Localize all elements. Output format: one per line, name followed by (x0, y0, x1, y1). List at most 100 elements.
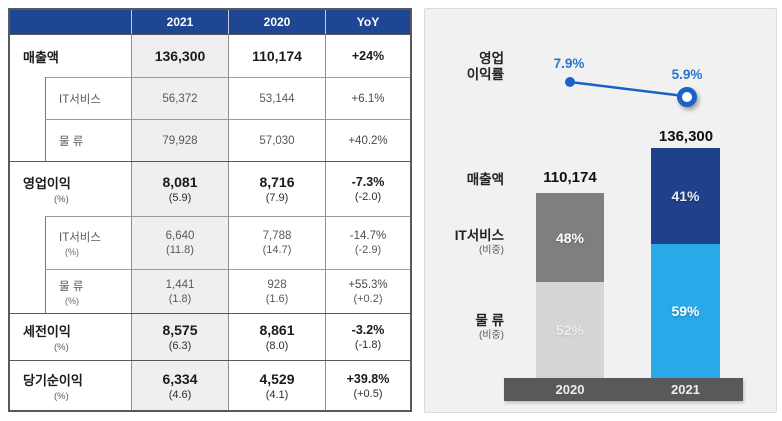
bar-2021: 41% 59% (651, 148, 720, 378)
margin-label-line1: 영업 (479, 51, 504, 66)
value-2021-pct: (6.3) (168, 340, 192, 352)
value-2021: 79,928 (162, 134, 198, 147)
bar-2020-it-segment: 48% (536, 193, 604, 282)
bar-2020: 48% 52% (536, 193, 604, 378)
indent-gutter (10, 269, 45, 313)
value-yoy-pct: (-2.0) (354, 191, 382, 203)
header-yoy-label: YoY (356, 15, 380, 29)
value-2021: 1,441 (165, 278, 195, 291)
indent-gutter (10, 216, 45, 269)
indent-gutter (10, 77, 45, 119)
value-yoy-pct: (+0.5) (353, 387, 383, 400)
value-yoy: +39.8% (346, 371, 390, 386)
header-col-yoy: YoY (325, 10, 410, 34)
indent-gutter (10, 119, 45, 161)
value-2021: 136,300 (154, 48, 206, 64)
value-2020: 8,861 (259, 322, 295, 338)
total-2021-label: 136,300 (658, 128, 714, 145)
margin-2021-marker-ring (677, 87, 697, 107)
row-label: 당기순이익 (23, 372, 83, 388)
header-2020-label: 2020 (263, 15, 291, 29)
margin-2020-marker-dot (565, 77, 575, 87)
header-2021-label: 2021 (166, 15, 194, 29)
row-label: 물 류 (59, 280, 84, 293)
value-2020: 53,144 (259, 92, 295, 105)
revenue-axis-label: 매출액 (425, 172, 504, 188)
table-row-net-profit: 당기순이익 (%) 6,334 (4.6) 4,529 (4.1) +39.8%… (10, 360, 410, 410)
value-2020: 110,174 (252, 48, 302, 64)
bar-2020-logistics-segment: 52% (536, 282, 604, 378)
logistics-sublabel: (비중) (478, 330, 504, 341)
logistics-label: 물 류 (475, 313, 504, 328)
value-2020-pct: (1.6) (265, 292, 289, 305)
x-axis-2021-label: 2021 (671, 382, 700, 397)
margin-axis-label: 영업 이익률 (425, 51, 504, 83)
value-yoy-pct: (-2.9) (354, 244, 382, 256)
value-yoy: +55.3% (348, 278, 388, 291)
row-label: 세전이익 (23, 324, 71, 339)
row-pct-label: (%) (54, 194, 69, 205)
it-service-sublabel: (비중) (478, 245, 504, 256)
margin-2020-value: 7.9% (553, 56, 585, 71)
value-2021: 6,334 (162, 370, 198, 387)
it-service-label: IT서비스 (454, 228, 504, 243)
header-col-2020: 2020 (228, 10, 325, 34)
value-2020-pct: (8.0) (265, 340, 289, 352)
table-header-row: 2021 2020 YoY (10, 10, 410, 35)
revenue-chart-panel: 영업 이익률 7.9% 5.9% 110,174 136,300 매출액 IT서… (424, 8, 777, 413)
value-yoy: +6.1% (351, 92, 385, 105)
value-2020: 928 (267, 278, 287, 291)
financial-results-table: 2021 2020 YoY 매출액 136,300 110,174 +24% I… (8, 8, 412, 412)
row-pct-label: (%) (65, 295, 79, 306)
header-col-2021: 2021 (131, 10, 228, 34)
value-2021: 8,575 (162, 322, 198, 338)
value-2020-pct: (4.1) (265, 388, 289, 401)
total-2020-label: 110,174 (543, 169, 597, 186)
value-2020-pct: (7.9) (265, 192, 289, 204)
row-label: 매출액 (23, 49, 59, 65)
value-yoy: -7.3% (351, 175, 385, 189)
value-2020-pct: (14.7) (262, 244, 292, 256)
bar-2020-it-pct: 48% (555, 229, 585, 246)
it-service-axis-label: IT서비스 (비중) (425, 228, 504, 257)
value-2020: 8,716 (259, 174, 295, 190)
table-row-operating-profit: 영업이익 (%) 8,081 (5.9) 8,716 (7.9) -7.3% (… (10, 161, 410, 216)
x-axis-2020-label: 2020 (555, 382, 585, 397)
value-yoy: +40.2% (348, 134, 388, 147)
row-label: IT서비스 (59, 93, 101, 106)
value-2021-pct: (5.9) (168, 192, 192, 204)
row-pct-label: (%) (65, 247, 79, 257)
value-yoy-pct: (+0.2) (353, 292, 383, 305)
table-row-revenue-logistics: 물 류 79,928 57,030 +40.2% (10, 119, 410, 161)
revenue-label: 매출액 (466, 172, 504, 187)
margin-label-line2: 이익률 (466, 67, 504, 82)
row-pct-label: (%) (54, 342, 69, 353)
x-axis-band (504, 378, 743, 401)
value-yoy: -3.2% (351, 323, 385, 337)
table-row-op-it: IT서비스 (%) 6,640 (11.8) 7,788 (14.7) -14.… (10, 216, 410, 269)
header-empty-cell (10, 10, 131, 34)
logistics-axis-label: 물 류 (비중) (425, 313, 504, 342)
row-pct-label: (%) (54, 390, 69, 402)
value-2021-pct: (1.8) (168, 292, 192, 305)
value-yoy: -14.7% (349, 230, 387, 242)
value-2021: 8,081 (162, 174, 198, 190)
table-row-pretax-profit: 세전이익 (%) 8,575 (6.3) 8,861 (8.0) -3.2% (… (10, 313, 410, 360)
margin-2021-value: 5.9% (671, 67, 703, 82)
bar-2021-it-segment: 41% (651, 148, 720, 244)
value-2020: 4,529 (259, 370, 295, 387)
value-yoy: +24% (351, 49, 385, 63)
value-2021-pct: (4.6) (168, 388, 192, 401)
table-row-revenue-it: IT서비스 56,372 53,144 +6.1% (10, 77, 410, 119)
value-2021: 6,640 (165, 230, 195, 242)
row-label: 영업이익 (23, 176, 71, 191)
value-2020: 7,788 (262, 230, 292, 242)
table-row-revenue: 매출액 136,300 110,174 +24% (10, 35, 410, 77)
value-2020: 57,030 (259, 134, 295, 147)
bar-2020-logistics-pct: 52% (555, 322, 585, 338)
value-2021: 56,372 (162, 92, 198, 105)
value-yoy-pct: (-1.8) (354, 339, 382, 351)
value-2021-pct: (11.8) (166, 244, 194, 256)
bar-2021-logistics-pct: 59% (671, 303, 700, 319)
row-label: 물 류 (59, 135, 84, 148)
